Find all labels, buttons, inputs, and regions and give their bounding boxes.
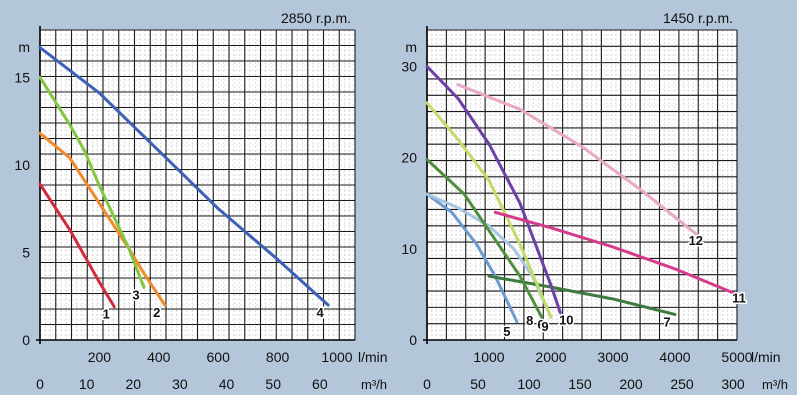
chart-title: 2850 r.p.m. (281, 10, 351, 26)
y-tick-label: 10 (14, 157, 30, 173)
y-tick-label: 30 (401, 58, 417, 74)
curve-line-3 (38, 75, 146, 289)
curve-line-2 (38, 131, 167, 307)
x2-tick-label: 50 (265, 376, 281, 392)
curve-label-7: 7 (663, 314, 670, 329)
pump-curve-3: 3 (38, 75, 146, 304)
curve-label-12: 12 (689, 233, 703, 248)
x2-tick-label: 10 (79, 376, 95, 392)
x-tick-label: 4000 (659, 349, 690, 365)
major-grid (426, 29, 738, 341)
x2-axis-label: m³/h (762, 377, 788, 392)
x2-tick-label: 100 (517, 376, 541, 392)
y-axis-label: m (405, 39, 417, 55)
x2-tick-label: 60 (312, 376, 328, 392)
curve-label-5: 5 (503, 324, 510, 339)
pump-curve-11: 11 (493, 210, 747, 307)
y-axis-label: m (18, 39, 30, 55)
y-tick-label: 20 (401, 150, 417, 166)
pump-curve-8: 8 (425, 157, 544, 330)
curve-label-4: 4 (316, 305, 324, 320)
x-tick-label: 200 (88, 349, 112, 365)
major-grid (39, 29, 356, 341)
y-tick-label: 0 (409, 332, 417, 348)
curve-label-6: 6 (537, 317, 544, 332)
curve-line-7 (487, 274, 677, 316)
x-axis-label: l/min (751, 349, 781, 365)
x2-tick-label: 0 (423, 376, 431, 392)
y-tick-label: 10 (401, 241, 417, 257)
x2-tick-label: 20 (125, 376, 141, 392)
x-tick-label: 1000 (473, 349, 504, 365)
x2-tick-label: 300 (721, 376, 745, 392)
pump-curve-10: 10 (425, 64, 575, 329)
chart-title: 1450 r.p.m. (663, 10, 733, 26)
x2-tick-label: 40 (219, 376, 235, 392)
x2-tick-label: 30 (172, 376, 188, 392)
curve-label-10: 10 (559, 313, 573, 328)
x-tick-label: 2000 (535, 349, 566, 365)
x-tick-label: 5000 (721, 349, 752, 365)
curve-label-1: 1 (103, 307, 110, 322)
x2-tick-label: 250 (670, 376, 694, 392)
x-axis-label: l/min (358, 349, 388, 365)
y-tick-label: 15 (14, 69, 30, 85)
x2-tick-label: 200 (619, 376, 643, 392)
x-tick-label: 1000 (321, 349, 352, 365)
x2-axis-label: m³/h (361, 377, 387, 392)
curve-label-11: 11 (732, 290, 746, 305)
curve-line-4 (38, 46, 330, 307)
curve-label-3: 3 (132, 287, 139, 302)
x-tick-label: 400 (147, 349, 171, 365)
x2-tick-label: 0 (36, 376, 44, 392)
y-tick-label: 0 (22, 332, 30, 348)
x-tick-label: 600 (207, 349, 231, 365)
pump-curve-4: 4 (38, 46, 330, 321)
pump-curve-9: 9 (425, 101, 553, 336)
pump-curve-12: 12 (456, 83, 705, 249)
pump-curve-1: 1 (38, 182, 116, 323)
chart-2850rpm: 2850 r.p.m. m 0 5 10 15 200 400 600 800 1000 l/min 0… (14, 10, 387, 392)
pump-curve-5: 5 (425, 192, 519, 340)
y-tick-label: 5 (22, 244, 30, 260)
x2-tick-label: 50 (470, 376, 486, 392)
pump-curve-2: 2 (38, 131, 167, 321)
curve-label-2: 2 (153, 305, 160, 320)
x2-tick-label: 150 (568, 376, 592, 392)
curve-line-10 (425, 64, 562, 315)
curve-line-1 (38, 182, 116, 309)
x-tick-label: 800 (266, 349, 290, 365)
pump-curve-7: 7 (487, 274, 677, 331)
curve-label-8: 8 (526, 313, 533, 328)
curve-label-9: 9 (541, 319, 548, 334)
x-tick-label: 3000 (597, 349, 628, 365)
